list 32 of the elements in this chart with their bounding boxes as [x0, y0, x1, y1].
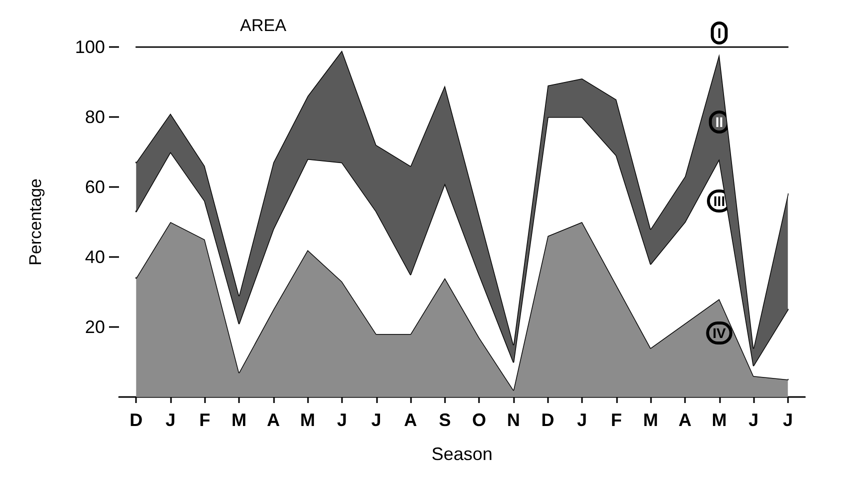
y-axis-title: Percentage [26, 178, 45, 266]
x-tick-label: J [165, 410, 176, 430]
x-axis-title: Season [431, 444, 493, 464]
x-tick-label: N [506, 410, 520, 430]
x-tick-label: M [300, 410, 316, 430]
x-tick-label: J [782, 410, 793, 430]
x-tick-label: S [438, 410, 451, 430]
y-tick-label: 100 [74, 37, 105, 57]
series-label: II [715, 114, 724, 130]
x-tick-label: J [371, 410, 382, 430]
series-label: IV [712, 325, 727, 341]
x-tick-label: A [678, 410, 692, 430]
y-tick-label: 60 [84, 177, 105, 197]
x-tick-label: J [577, 410, 588, 430]
y-tick-label: 40 [84, 247, 105, 267]
y-tick-label: 80 [84, 107, 105, 127]
x-tick-label: J [748, 410, 759, 430]
x-tick-label: D [130, 410, 143, 430]
series-label: III [713, 193, 726, 209]
y-tick-label: 20 [84, 317, 105, 337]
x-tick-label: A [404, 410, 418, 430]
series-label: I [717, 25, 722, 41]
x-tick-label: O [472, 410, 486, 430]
x-tick-label: F [199, 410, 210, 430]
x-tick-label: A [266, 410, 280, 430]
x-tick-label: M [232, 410, 247, 430]
x-tick-label: J [336, 410, 347, 430]
x-tick-label: M [712, 410, 727, 430]
x-tick-label: M [643, 410, 658, 430]
chart-title: AREA [240, 16, 287, 35]
x-tick-label: F [610, 410, 622, 430]
x-tick-label: D [541, 410, 554, 430]
